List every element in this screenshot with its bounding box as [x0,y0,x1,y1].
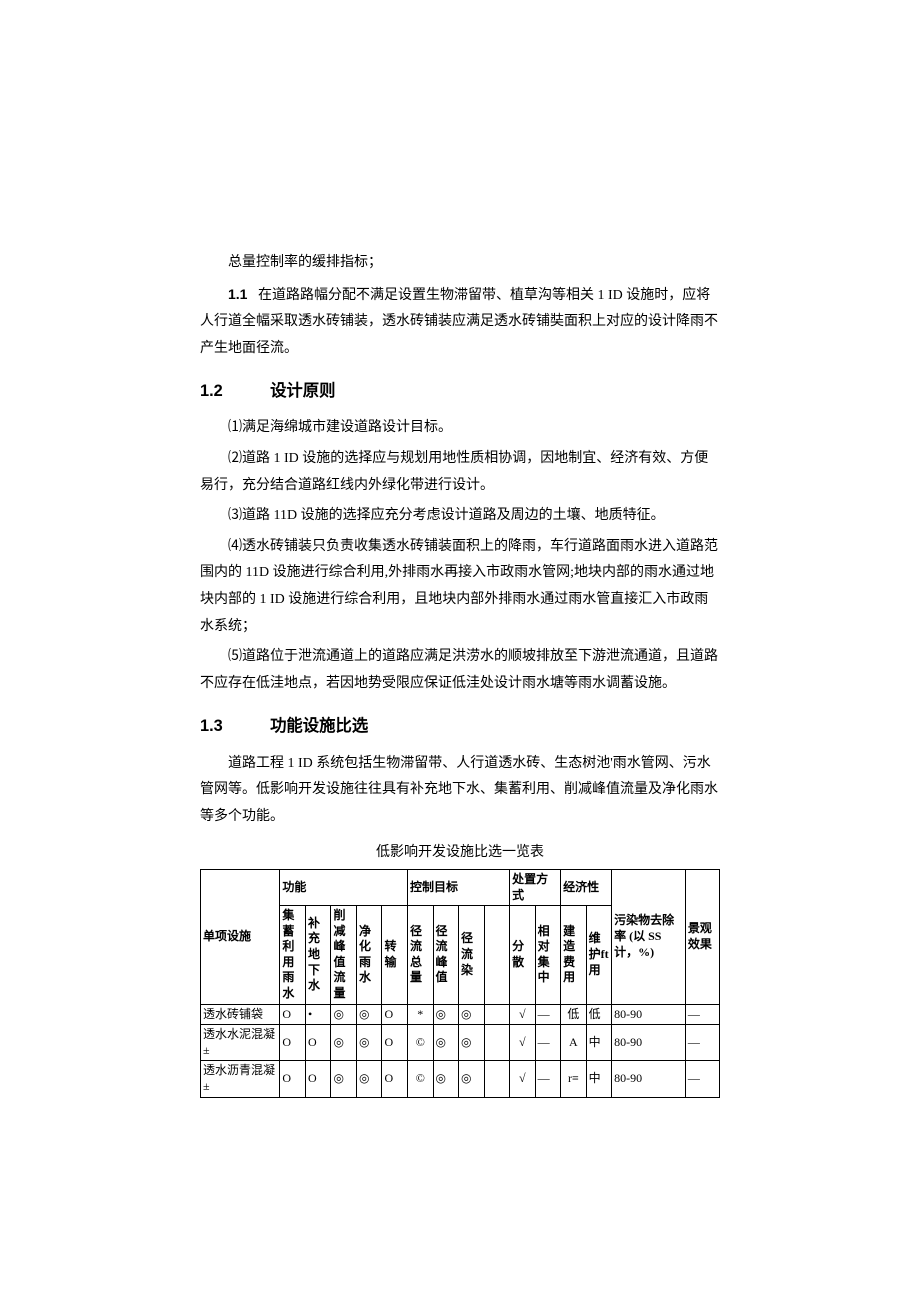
cell: — [535,1025,561,1061]
cell: 80-90 [612,1025,686,1061]
cell: ◎ [356,1061,382,1097]
cell: — [535,1004,561,1025]
cell: r≡ [561,1061,587,1097]
cell: O [382,1025,408,1061]
intro-line: 总量控制率的缓排指标； [200,250,720,277]
cell: ◎ [331,1004,357,1025]
cell: ◎ [433,1061,459,1097]
cell: O [305,1061,331,1097]
section-1-2-body: ⑴满足海绵城市建设道路设计目标。 ⑵道路 1 ID 设施的选择应与规划用地性质相… [200,415,720,697]
table-caption: 低影响开发设施比选一览表 [200,840,720,867]
cell: 中 [586,1025,612,1061]
cell: — [685,1004,719,1025]
para-1-1-text: 在道路路幅分配不满足设置生物滞留带、植草沟等相关 1 ID 设施时，应将人行道全… [200,288,718,356]
s12-item-3: ⑶道路 11D 设施的选择应充分考虑设计道路及周边的土壤、地质特征。 [200,503,720,530]
th-poll: 径流染 [459,906,485,1005]
section-1-2-num: 1.2 [200,376,266,407]
cell: ◎ [356,1004,382,1025]
cell: O [280,1061,306,1097]
table-body: 透水砖铺袋 O • ◎ ◎ O * ◎ ◎ √ — 低 低 80-90 — 透水… [201,1004,720,1097]
cell: ◎ [433,1004,459,1025]
s12-item-4: ⑷透水砖铺装只负责收集透水砖铺装面积上的降雨，车行道路面雨水进入道路范围内的 1… [200,534,720,640]
cell: O [280,1004,306,1025]
s12-item-2: ⑵道路 1 ID 设施的选择应与规划用地性质相协调，因地制宜、经济有效、方便易行… [200,446,720,499]
cell: √ [510,1061,536,1097]
th-peak: 径流峰值 [433,906,459,1005]
th-supp: 补充地下水 [305,906,331,1005]
cell: √ [510,1025,536,1061]
cell: 80-90 [612,1061,686,1097]
cell: A [561,1025,587,1061]
cell: © [408,1025,434,1061]
s12-item-5: ⑸道路位于泄流通道上的道路应满足洪涝水的顺坡排放至下游泄流通道，且道路不应存在低… [200,644,720,697]
table-row: 透水砖铺袋 O • ◎ ◎ O * ◎ ◎ √ — 低 低 80-90 — [201,1004,720,1025]
th-cut: 削减峰值流量 [331,906,357,1005]
cell [484,1025,510,1061]
th-facility: 单项设施 [201,869,280,1004]
th-ctrl: 控制目标 [408,869,510,905]
th-purify: 净化雨水 [356,906,382,1005]
th-econ: 经济性 [561,869,612,905]
header-row-1: 单项设施 功能 控制目标 处置方式 经济性 污染物去除率 (以 SS 计，%) … [201,869,720,905]
section-1-3-heading: 1.3 功能设施比选 [200,711,720,742]
cell: O [382,1061,408,1097]
s13-intro: 道路工程 1 ID 系统包括生物滞留带、人行道透水砖、生态树池'雨水管网、污水管… [200,751,720,831]
th-blank [484,906,510,1005]
th-conc: 相对集中 [535,906,561,1005]
cell: ◎ [459,1025,485,1061]
cell-name: 透水砖铺袋 [201,1004,280,1025]
cell: √ [510,1004,536,1025]
cell: O [305,1025,331,1061]
table-row: 透水沥青混凝± O O ◎ ◎ O © ◎ ◎ √ — r≡ 中 80-90 — [201,1061,720,1097]
cell: 低 [561,1004,587,1025]
table-row: 透水水泥混凝± O O ◎ ◎ O © ◎ ◎ √ — A 中 80-90 — [201,1025,720,1061]
th-func: 功能 [280,869,408,905]
section-1-2-title: 设计原则 [270,382,335,400]
th-build: 建造费用 [561,906,587,1005]
cell: O [382,1004,408,1025]
cell: ◎ [356,1025,382,1061]
cell: • [305,1004,331,1025]
th-method: 处置方式 [510,869,561,905]
th-rain: 集蓄利用雨水 [280,906,306,1005]
comparison-table: 单项设施 功能 控制目标 处置方式 经济性 污染物去除率 (以 SS 计，%) … [200,869,720,1098]
cell: — [685,1025,719,1061]
cell: 中 [586,1061,612,1097]
cell: ◎ [331,1061,357,1097]
cell: © [408,1061,434,1097]
section-1-2-heading: 1.2 设计原则 [200,376,720,407]
cell: 低 [586,1004,612,1025]
cell-name: 透水沥青混凝± [201,1061,280,1097]
th-maint: 维护ft 用 [586,906,612,1005]
cell: ◎ [433,1025,459,1061]
th-disp: 分散 [510,906,536,1005]
section-1-3-title: 功能设施比选 [270,717,368,735]
cell: O [280,1025,306,1061]
cell [484,1004,510,1025]
cell: — [685,1061,719,1097]
th-trans: 转输 [382,906,408,1005]
cell [484,1061,510,1097]
cell: 80-90 [612,1004,686,1025]
para-1-1: 1.1 在道路路幅分配不满足设置生物滞留带、植草沟等相关 1 ID 设施时，应将… [200,281,720,363]
cell: — [535,1061,561,1097]
s12-item-1: ⑴满足海绵城市建设道路设计目标。 [200,415,720,442]
cell: ◎ [331,1025,357,1061]
cell: ◎ [459,1004,485,1025]
cell: ◎ [459,1061,485,1097]
th-total: 径流总量 [408,906,434,1005]
cell: * [408,1004,434,1025]
th-remove: 污染物去除率 (以 SS 计，%) [612,869,686,1004]
cell-name: 透水水泥混凝± [201,1025,280,1061]
th-view: 景观效果 [685,869,719,1004]
section-1-3-num: 1.3 [200,711,266,742]
para-1-1-num: 1.1 [228,286,247,302]
